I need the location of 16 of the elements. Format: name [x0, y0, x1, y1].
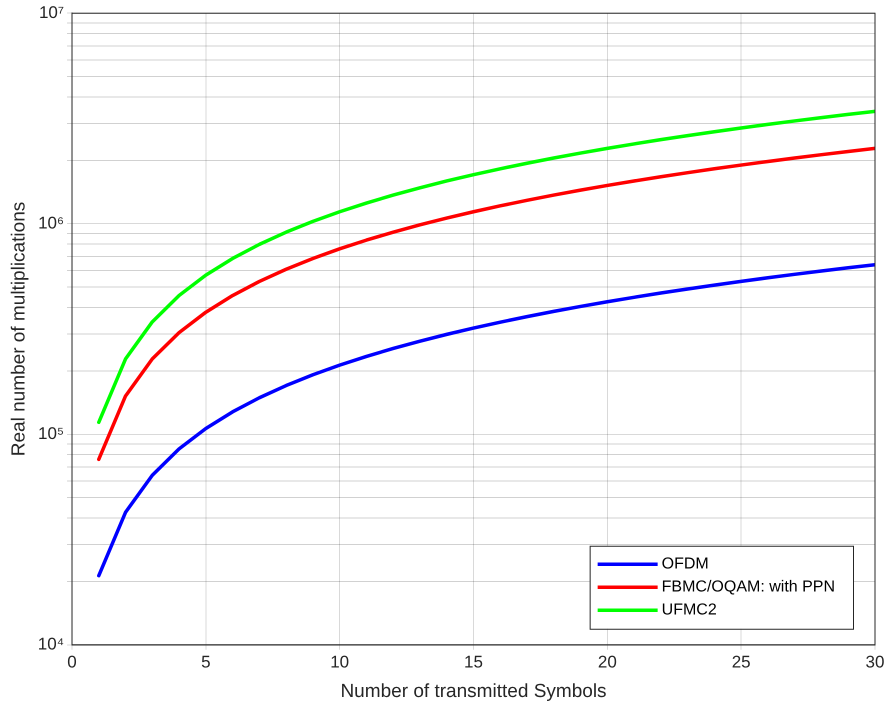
x-tick-label: 10: [330, 652, 350, 672]
y-axis-title: Real number of multiplications: [8, 202, 30, 456]
x-tick-label: 20: [598, 652, 617, 672]
y-tick-label: 10⁷: [38, 2, 64, 22]
legend-label: OFDM: [662, 556, 709, 573]
x-tick-label: 30: [866, 652, 884, 672]
y-tick-label: 10⁵: [38, 424, 64, 443]
y-tick-label: 10⁴: [38, 634, 64, 654]
x-tick-label: 25: [732, 652, 751, 672]
x-tick-label: 15: [464, 652, 483, 672]
y-tick-label: 10⁶: [38, 213, 64, 232]
x-axis-title: Number of transmitted Symbols: [340, 680, 607, 702]
legend-label: FBMC/OQAM: with PPN: [662, 578, 836, 596]
x-tick-label: 0: [67, 652, 77, 672]
x-tick-label: 5: [201, 652, 211, 672]
legend-label: UFMC2: [662, 602, 717, 619]
